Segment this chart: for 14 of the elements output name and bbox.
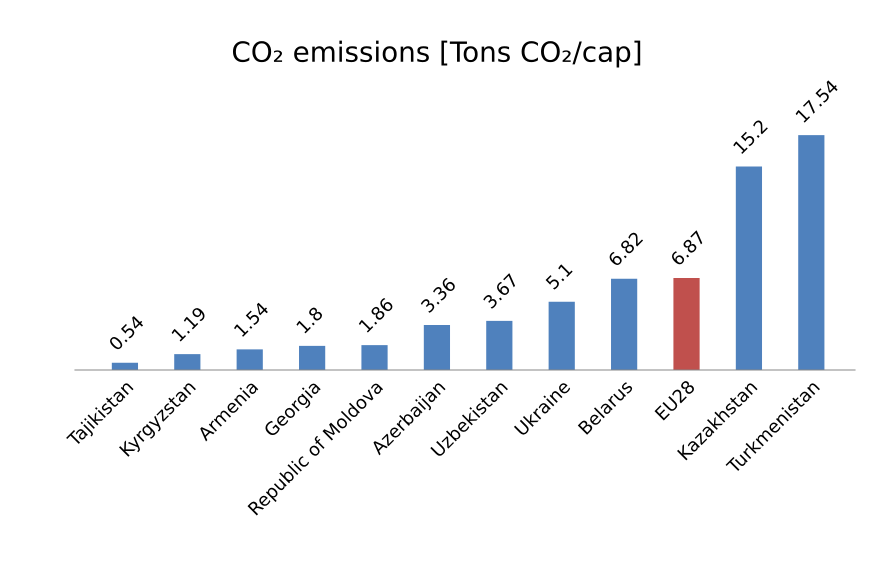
bar: [424, 325, 450, 370]
data-label: 1.8: [296, 306, 324, 334]
bar: [548, 302, 575, 370]
bar: [798, 135, 824, 370]
bar: [361, 345, 388, 370]
bar: [174, 354, 200, 370]
chart-title: CO₂ emissions [Tons CO₂/cap]: [232, 40, 640, 68]
data-label: 5.1: [545, 262, 573, 290]
bar: [486, 320, 512, 370]
bar: [673, 278, 700, 370]
bar: [236, 349, 263, 370]
bar: [299, 346, 326, 370]
bar: [611, 278, 638, 370]
bar: [736, 166, 762, 370]
